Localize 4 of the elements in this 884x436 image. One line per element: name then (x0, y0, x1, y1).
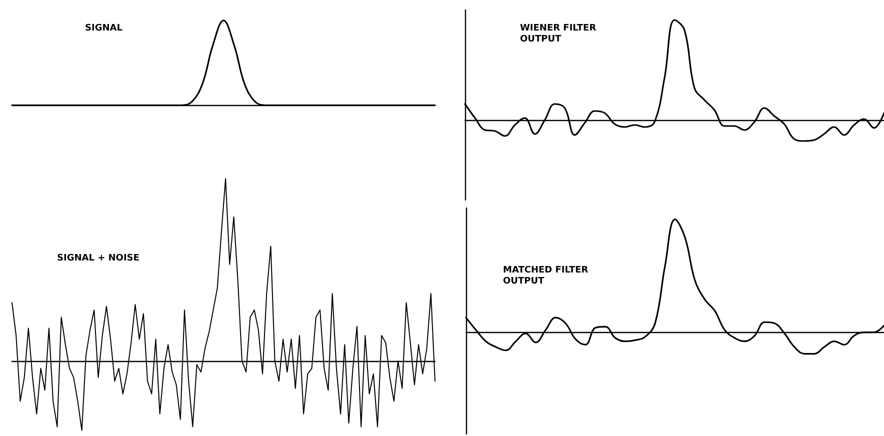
chart-title: SIGNAL (85, 24, 123, 34)
text: SIGNAL + NOISE (57, 254, 140, 264)
text: MATCHED FILTER OUTPUT (503, 266, 588, 286)
text: WIENER FILTER OUTPUT (520, 24, 596, 44)
